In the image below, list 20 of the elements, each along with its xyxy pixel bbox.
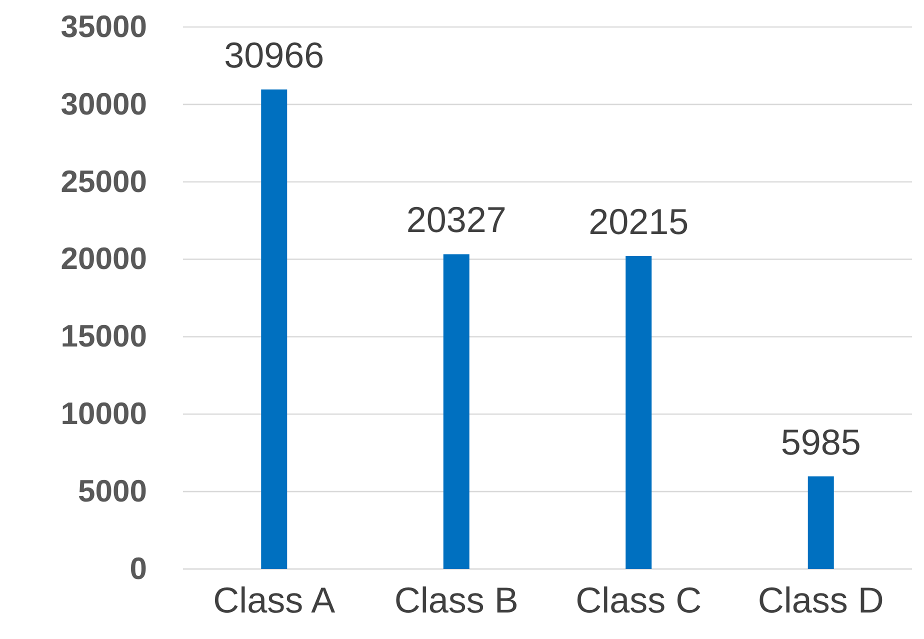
data-label: 5985 xyxy=(780,421,861,462)
data-label: 20327 xyxy=(406,199,506,240)
x-tick-label: Class D xyxy=(758,580,884,621)
y-tick-label: 10000 xyxy=(60,396,147,432)
bar xyxy=(808,476,834,569)
bar xyxy=(443,254,470,569)
y-tick-label: 30000 xyxy=(60,86,147,122)
bar xyxy=(626,256,652,569)
y-tick-label: 25000 xyxy=(60,164,147,199)
x-tick-label: Class A xyxy=(213,580,336,621)
x-tick-label: Class B xyxy=(394,580,518,621)
y-tick-label: 5000 xyxy=(78,473,147,508)
bar xyxy=(261,89,288,569)
data-label: 30966 xyxy=(224,34,324,76)
data-label: 20215 xyxy=(588,200,689,242)
y-tick-label: 0 xyxy=(130,550,147,586)
y-tick-label: 20000 xyxy=(60,241,147,276)
y-tick-label: 35000 xyxy=(60,8,147,44)
x-tick-label: Class C xyxy=(576,580,702,621)
y-tick-label: 15000 xyxy=(60,318,147,354)
